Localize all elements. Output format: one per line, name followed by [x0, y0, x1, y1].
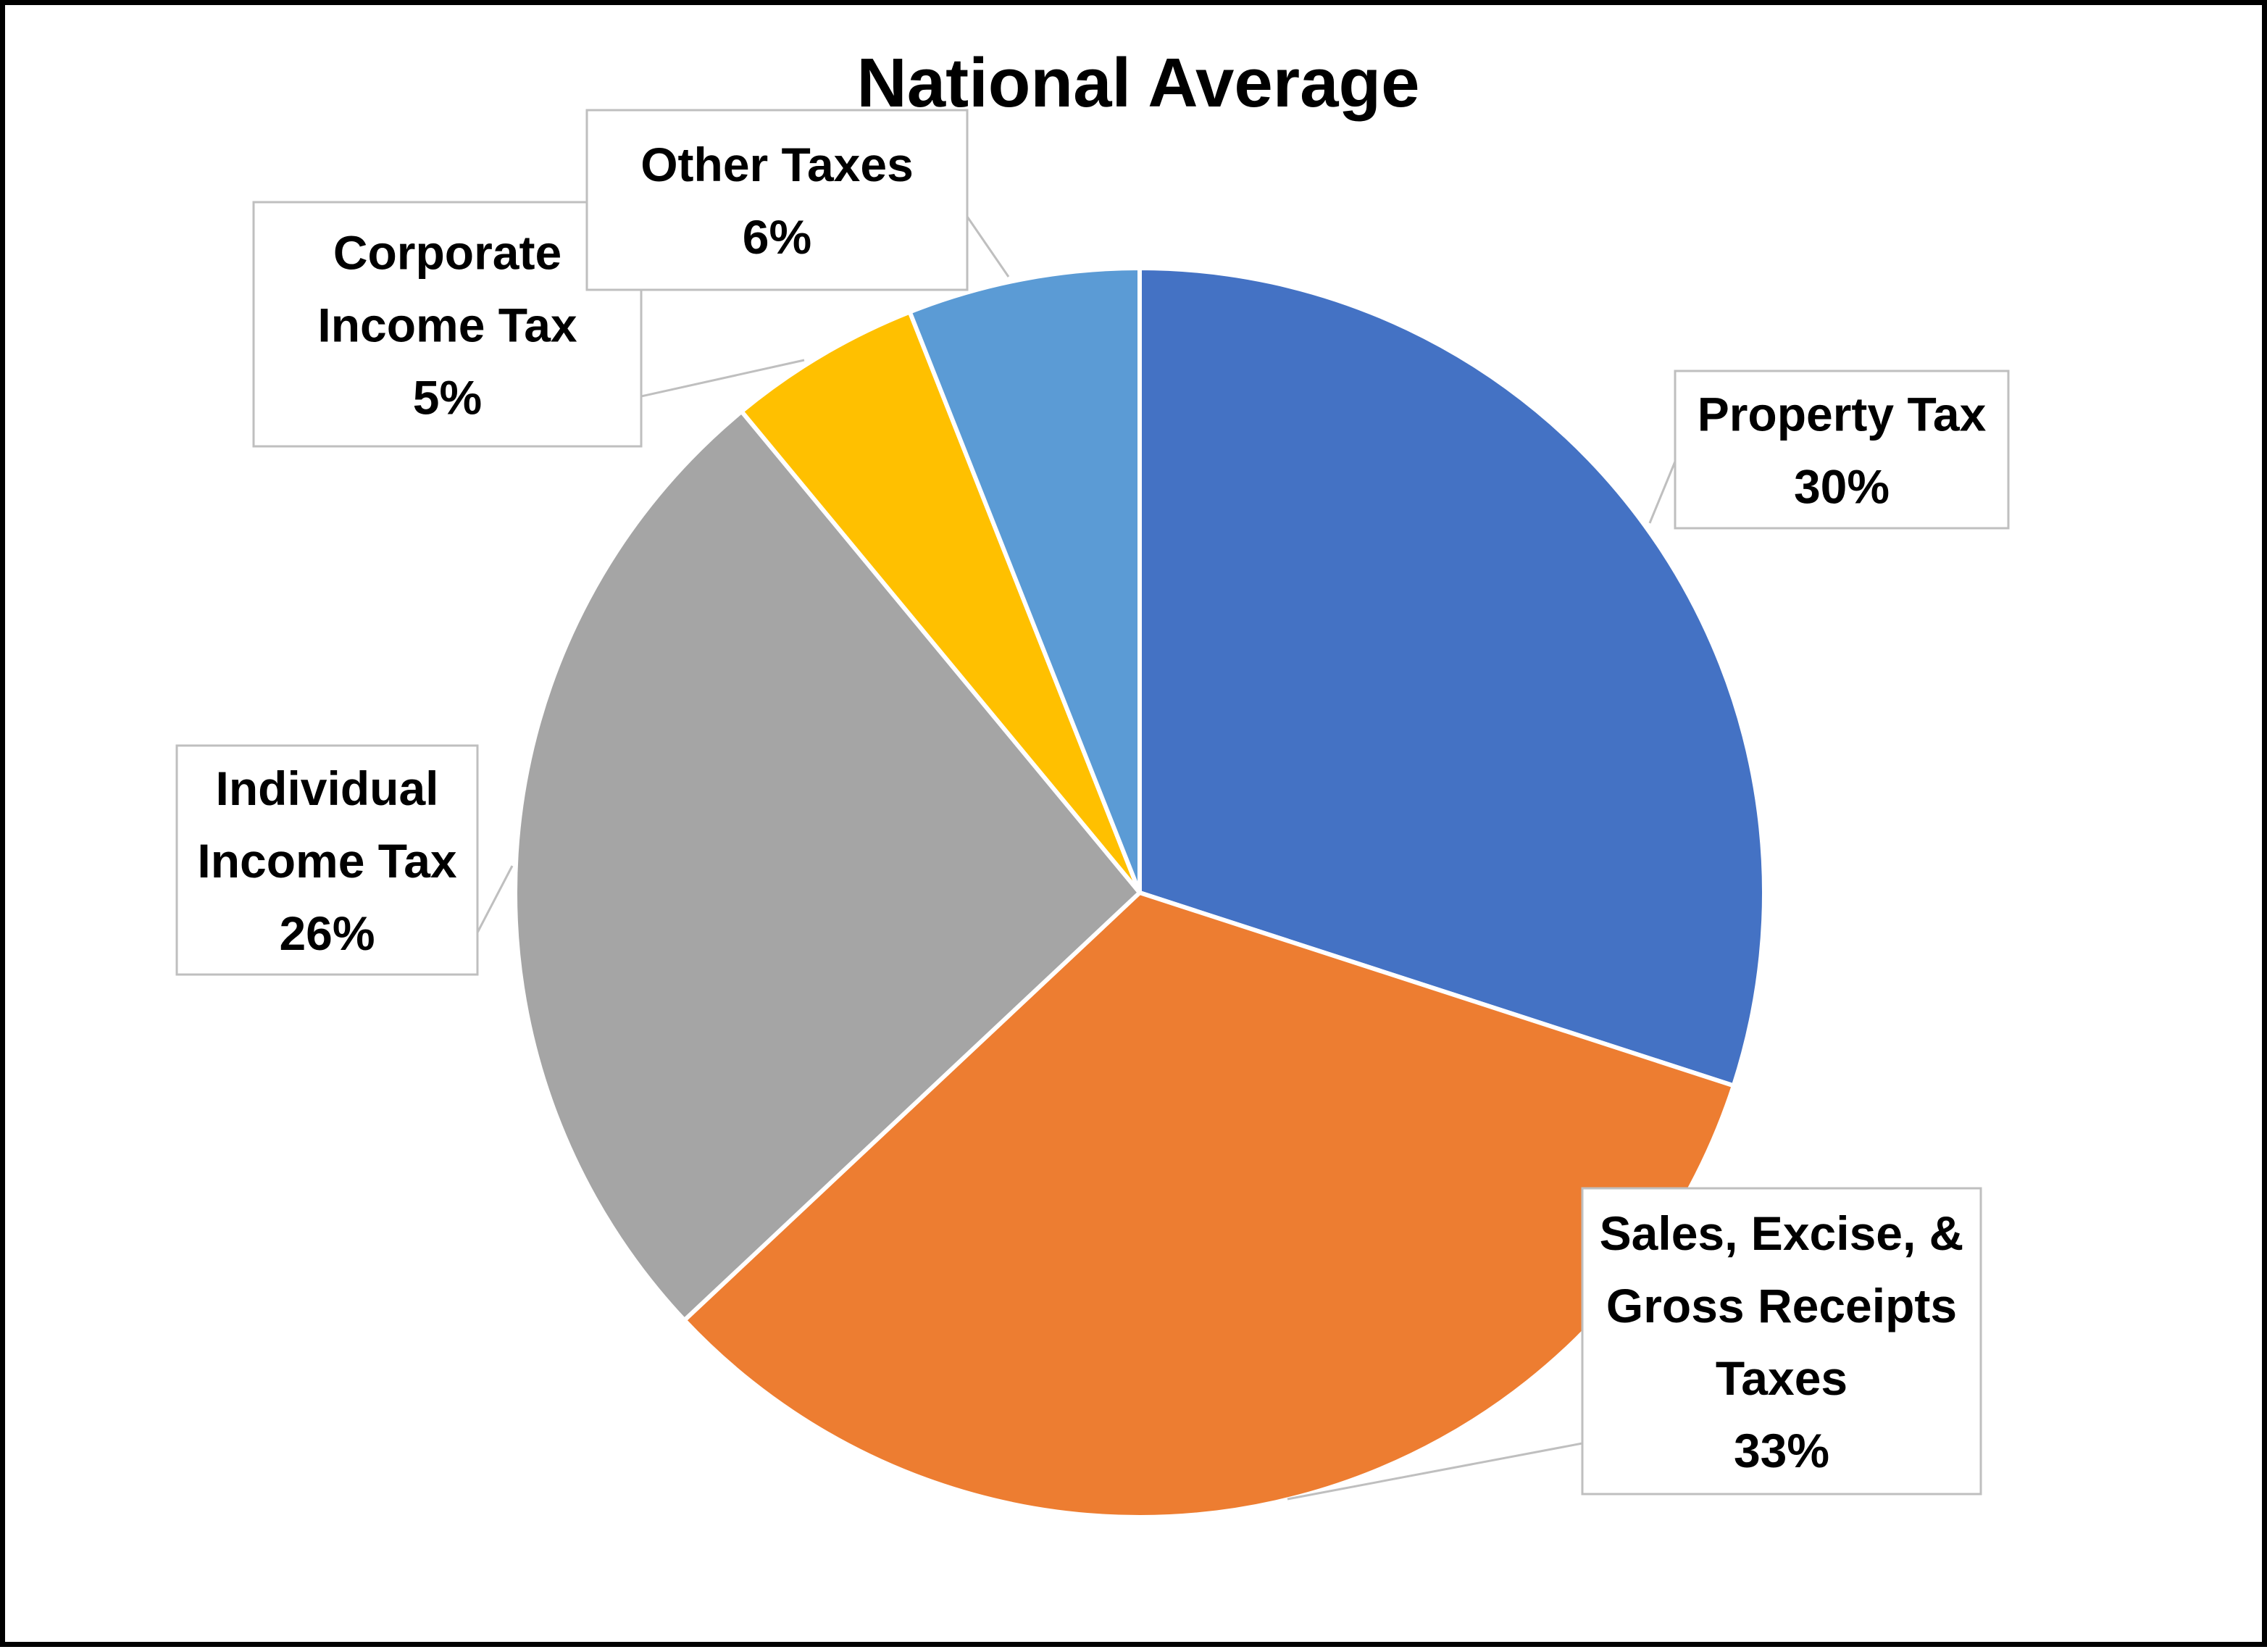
data-label-name-2: Gross Receipts [1606, 1279, 1957, 1332]
data-label-value-2: 33% [1734, 1424, 1829, 1477]
data-label-name-3: Individual [215, 762, 438, 815]
data-label-name-2: Sales, Excise, & [1600, 1206, 1964, 1260]
pie-slice-4 [739, 309, 1142, 895]
data-label-value-1: 30% [1794, 460, 1890, 514]
data-label-box-2 [1581, 1187, 1982, 1495]
data-label-name-2: Taxes [1716, 1351, 1848, 1405]
leader-line-2 [1287, 1442, 1583, 1501]
data-label-name-1: Property Tax [1698, 388, 1987, 441]
leader-line-4 [640, 359, 805, 398]
chart-title: National Average [856, 44, 1419, 122]
leader-lines [476, 216, 1677, 1501]
pie-slice-1 [1137, 266, 1766, 1088]
data-label-name-4: Income Tax [317, 299, 577, 352]
leader-line-3 [476, 865, 514, 933]
data-label-name-4: Corporate [333, 226, 561, 280]
data-labels: Property Tax 30% Sales, Excise, & Gross Rec… [175, 109, 2010, 1495]
data-label-name-5: Other Taxes [640, 138, 914, 191]
data-label-value-3: 26% [279, 906, 375, 960]
data-label-box-1 [1674, 370, 2010, 530]
pie-slice-3 [513, 409, 1142, 1323]
data-label-box-4 [252, 201, 643, 448]
data-label-value-5: 6% [743, 210, 811, 264]
leader-line-5 [966, 216, 1010, 278]
pie-slices [513, 266, 1766, 1519]
data-label-box-5 [585, 109, 969, 291]
data-label-box-3 [175, 744, 479, 976]
leader-line-1 [1648, 461, 1677, 524]
pie-chart: National Average Property Tax 30% Sales, E… [175, 44, 2010, 1519]
pie-slice-5 [907, 266, 1142, 895]
data-label-value-4: 5% [413, 371, 482, 425]
data-label-name-3: Income Tax [197, 834, 457, 888]
